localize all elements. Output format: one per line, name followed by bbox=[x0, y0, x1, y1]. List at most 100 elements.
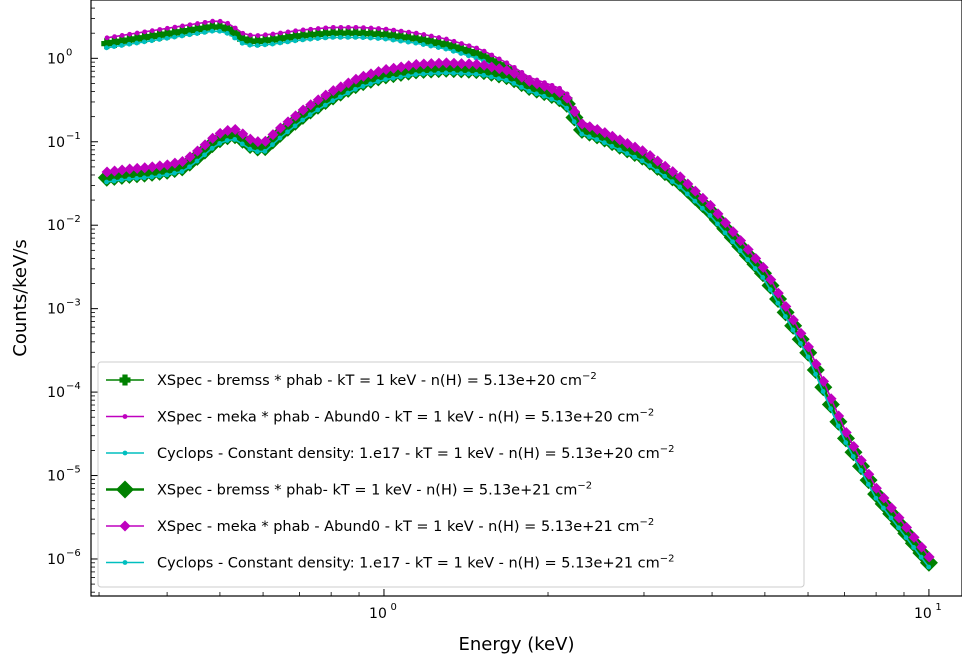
data-point bbox=[131, 162, 143, 174]
data-point bbox=[229, 28, 241, 40]
data-point bbox=[425, 36, 437, 48]
data-point bbox=[549, 96, 554, 102]
data-point bbox=[315, 107, 321, 113]
data-point bbox=[262, 148, 268, 154]
data-point bbox=[579, 131, 585, 137]
data-point bbox=[843, 440, 849, 445]
data-point bbox=[840, 427, 852, 439]
y-tick-label: 10 bbox=[47, 135, 65, 151]
data-point bbox=[390, 37, 396, 43]
data-point bbox=[141, 39, 147, 45]
data-point bbox=[217, 140, 223, 146]
data-point bbox=[217, 28, 223, 34]
data-point bbox=[124, 163, 136, 175]
data-point bbox=[787, 314, 799, 326]
data-point bbox=[637, 145, 649, 157]
data-point bbox=[835, 423, 841, 429]
y-tick-label-exp: −2 bbox=[66, 214, 81, 225]
legend-label: XSpec - meka * phab - Abund0 - kT = 1 ke… bbox=[157, 408, 654, 426]
data-point bbox=[126, 41, 132, 47]
data-point bbox=[463, 46, 475, 58]
data-point bbox=[292, 123, 298, 129]
data-point bbox=[337, 94, 343, 100]
data-point bbox=[330, 34, 336, 40]
data-point bbox=[926, 564, 932, 570]
data-point bbox=[810, 358, 822, 370]
data-point bbox=[848, 440, 860, 452]
data-point bbox=[478, 59, 490, 71]
legend-marker bbox=[122, 450, 128, 456]
data-point bbox=[425, 58, 437, 70]
legend-entry: Cyclops - Constant density: 1.e17 - kT =… bbox=[106, 444, 675, 462]
data-point bbox=[156, 37, 162, 42]
legend-entry: Cyclops - Constant density: 1.e17 - kT =… bbox=[106, 554, 675, 572]
data-point bbox=[116, 164, 128, 176]
data-point bbox=[307, 112, 313, 118]
data-point bbox=[194, 158, 200, 164]
y-tick-label-exp: 0 bbox=[66, 47, 72, 58]
data-point bbox=[825, 393, 837, 405]
data-point bbox=[621, 138, 633, 150]
y-tick-label: 10 bbox=[47, 469, 65, 485]
data-point bbox=[757, 261, 769, 273]
data-point bbox=[353, 24, 359, 30]
data-point bbox=[858, 468, 864, 473]
data-point bbox=[720, 217, 732, 229]
data-point bbox=[667, 166, 679, 178]
data-point bbox=[647, 163, 653, 169]
data-point bbox=[813, 371, 818, 377]
plot-area bbox=[97, 18, 938, 572]
data-point bbox=[315, 36, 321, 41]
data-point bbox=[629, 141, 641, 153]
x-tick-label: 10 bbox=[914, 606, 932, 622]
legend-label: XSpec - bremss * phab- kT = 1 keV - n(H)… bbox=[157, 481, 592, 499]
data-point bbox=[149, 28, 155, 34]
data-point bbox=[176, 26, 188, 38]
data-point bbox=[330, 24, 336, 30]
data-point bbox=[320, 89, 332, 101]
legend: XSpec - bremss * phab - kT = 1 keV - n(H… bbox=[97, 361, 805, 588]
data-point bbox=[254, 149, 260, 155]
data-point bbox=[292, 38, 298, 44]
y-tick-label-exp: −4 bbox=[66, 381, 81, 392]
data-point bbox=[240, 30, 246, 36]
data-point bbox=[390, 75, 396, 81]
data-point bbox=[274, 33, 286, 45]
data-point bbox=[207, 132, 219, 144]
data-point bbox=[659, 160, 671, 172]
data-point bbox=[375, 36, 381, 41]
data-point bbox=[750, 252, 762, 264]
data-point bbox=[601, 140, 607, 146]
data-point bbox=[772, 287, 784, 299]
data-point bbox=[345, 34, 351, 40]
data-point bbox=[923, 551, 935, 563]
data-point bbox=[443, 70, 449, 76]
data-point bbox=[805, 354, 811, 360]
data-point bbox=[164, 25, 170, 31]
data-point bbox=[101, 166, 113, 178]
data-point bbox=[323, 25, 329, 31]
data-point bbox=[237, 33, 249, 45]
data-point bbox=[293, 28, 298, 34]
data-point bbox=[471, 58, 483, 70]
data-point bbox=[508, 67, 520, 79]
data-point bbox=[526, 88, 532, 94]
data-point bbox=[405, 73, 411, 79]
data-point bbox=[421, 32, 427, 37]
data-point bbox=[674, 171, 686, 183]
data-point bbox=[320, 28, 332, 40]
data-point bbox=[315, 26, 321, 31]
data-point bbox=[278, 30, 283, 36]
data-point bbox=[232, 137, 238, 142]
data-point bbox=[901, 522, 913, 534]
data-point bbox=[767, 287, 773, 293]
data-point bbox=[209, 145, 215, 151]
data-point bbox=[715, 221, 720, 227]
data-point bbox=[908, 531, 920, 543]
data-point bbox=[289, 31, 301, 43]
data-point bbox=[458, 51, 464, 56]
data-point bbox=[221, 23, 233, 35]
data-point bbox=[632, 154, 637, 160]
data-point bbox=[444, 36, 449, 42]
data-point bbox=[191, 23, 203, 35]
